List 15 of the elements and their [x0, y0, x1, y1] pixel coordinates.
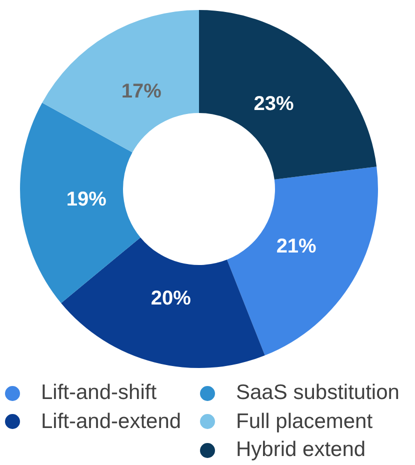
- donut-slice: [61, 237, 265, 368]
- legend-label: Hybrid extend: [236, 438, 366, 462]
- data-label: 20%: [150, 288, 192, 310]
- donut-slice: [42, 10, 199, 152]
- donut-slice: [199, 10, 377, 180]
- data-label: 23%: [254, 93, 294, 116]
- legend-label: Lift-and-shift: [41, 381, 157, 406]
- donut-slice: [20, 102, 140, 304]
- legend-label: Full placement: [236, 410, 373, 434]
- data-label: 21%: [276, 236, 317, 258]
- data-label: 17%: [121, 80, 162, 103]
- legend-label: Lift-and-extend: [41, 410, 182, 434]
- data-label: 19%: [66, 188, 107, 211]
- donut-slice: [226, 166, 378, 356]
- legend-label: SaaS substitution: [236, 381, 400, 406]
